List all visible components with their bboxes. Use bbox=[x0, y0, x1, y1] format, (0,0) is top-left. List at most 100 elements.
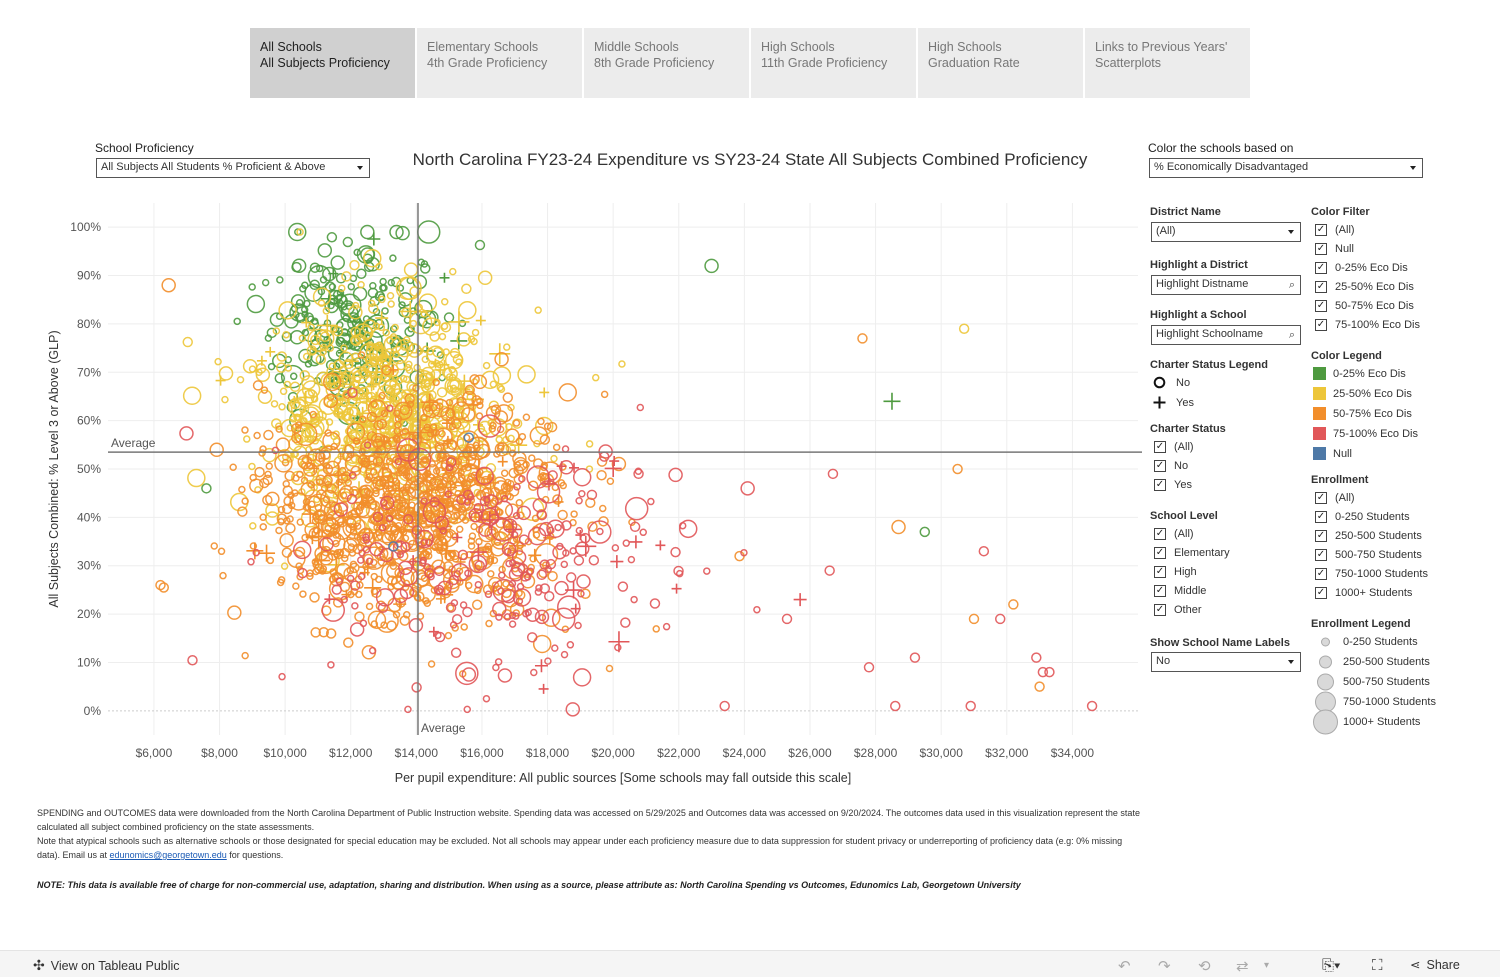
checkbox-item[interactable]: ✓ (All) bbox=[1154, 441, 1194, 453]
school-point[interactable] bbox=[461, 283, 472, 295]
school-point[interactable] bbox=[413, 501, 428, 517]
school-point[interactable] bbox=[480, 370, 500, 390]
school-point[interactable] bbox=[572, 668, 592, 687]
school-point[interactable] bbox=[418, 293, 438, 312]
school-point[interactable] bbox=[575, 535, 597, 557]
school-point[interactable] bbox=[377, 602, 389, 614]
school-point[interactable] bbox=[349, 528, 358, 536]
school-point[interactable] bbox=[542, 608, 561, 628]
school-point[interactable] bbox=[512, 612, 520, 620]
school-point[interactable] bbox=[704, 258, 719, 274]
school-point[interactable] bbox=[309, 262, 321, 273]
school-point[interactable] bbox=[1031, 652, 1042, 663]
school-point[interactable] bbox=[473, 564, 481, 573]
checkbox-item[interactable]: ✓ 250-500 Students bbox=[1315, 530, 1422, 542]
school-point[interactable] bbox=[430, 429, 438, 437]
school-point[interactable] bbox=[364, 334, 372, 343]
school-point[interactable] bbox=[306, 345, 318, 356]
school-point[interactable] bbox=[550, 454, 558, 463]
school-point[interactable] bbox=[319, 275, 328, 284]
school-point[interactable] bbox=[276, 513, 288, 524]
school-point[interactable] bbox=[401, 427, 410, 436]
school-point[interactable] bbox=[379, 277, 387, 286]
school-point[interactable] bbox=[280, 364, 305, 389]
school-point[interactable] bbox=[415, 529, 434, 549]
district-dropdown[interactable]: (All) bbox=[1151, 222, 1301, 242]
tab-previous-years[interactable]: Links to Previous Years' Scatterplots bbox=[1085, 28, 1250, 98]
school-point[interactable] bbox=[504, 547, 512, 556]
school-point[interactable] bbox=[781, 613, 793, 625]
school-point[interactable] bbox=[422, 399, 441, 419]
school-point[interactable] bbox=[336, 562, 351, 578]
checkbox-icon[interactable]: ✓ bbox=[1315, 587, 1327, 599]
school-point[interactable] bbox=[307, 481, 316, 489]
school-point[interactable] bbox=[436, 387, 448, 398]
school-point[interactable] bbox=[517, 563, 529, 574]
school-point[interactable] bbox=[341, 271, 352, 282]
school-point[interactable] bbox=[530, 668, 538, 677]
school-point[interactable] bbox=[370, 400, 378, 408]
scatter-chart[interactable]: $6,000 $8,000 $10,000 $12,000 $14,000 $16,000… bbox=[0, 195, 1145, 795]
school-point[interactable] bbox=[740, 548, 748, 557]
school-point[interactable] bbox=[387, 278, 396, 287]
school-point[interactable] bbox=[365, 602, 374, 611]
school-point[interactable] bbox=[287, 491, 295, 499]
school-point[interactable] bbox=[492, 601, 507, 617]
school-point[interactable] bbox=[343, 413, 352, 421]
school-point[interactable] bbox=[551, 607, 576, 631]
school-point[interactable] bbox=[292, 540, 312, 560]
school-point[interactable] bbox=[366, 381, 377, 392]
school-point[interactable] bbox=[670, 546, 681, 558]
school-point[interactable] bbox=[445, 398, 454, 407]
school-point[interactable] bbox=[348, 406, 360, 417]
undo-icon[interactable]: ↶ bbox=[1118, 958, 1131, 975]
school-point[interactable] bbox=[360, 459, 369, 468]
school-point[interactable] bbox=[346, 574, 355, 583]
school-point[interactable] bbox=[278, 672, 286, 681]
school-point[interactable] bbox=[662, 622, 671, 631]
school-point[interactable] bbox=[378, 295, 386, 304]
school-point[interactable] bbox=[622, 539, 630, 547]
school-point[interactable] bbox=[325, 516, 337, 527]
school-point[interactable] bbox=[588, 554, 600, 566]
school-point[interactable] bbox=[286, 515, 294, 523]
school-point[interactable] bbox=[608, 631, 630, 653]
school-point[interactable] bbox=[453, 512, 461, 520]
school-point[interactable] bbox=[373, 546, 389, 562]
school-point[interactable] bbox=[556, 595, 581, 619]
school-point[interactable] bbox=[395, 225, 410, 241]
checkbox-icon[interactable]: ✓ bbox=[1315, 492, 1327, 504]
school-point[interactable] bbox=[292, 582, 300, 590]
school-point[interactable] bbox=[432, 467, 441, 475]
school-point[interactable] bbox=[501, 541, 517, 557]
school-point[interactable] bbox=[481, 511, 499, 529]
school-point[interactable] bbox=[502, 518, 518, 534]
school-point[interactable] bbox=[519, 571, 531, 582]
school-point[interactable] bbox=[511, 550, 527, 565]
school-point[interactable] bbox=[182, 336, 193, 348]
school-point[interactable] bbox=[388, 541, 399, 552]
school-point[interactable] bbox=[572, 468, 592, 487]
checkbox-item[interactable]: ✓ Elementary bbox=[1154, 547, 1230, 559]
school-point[interactable] bbox=[423, 469, 432, 477]
school-point[interactable] bbox=[353, 494, 377, 519]
school-point[interactable] bbox=[538, 683, 549, 694]
school-point[interactable] bbox=[575, 526, 584, 535]
school-point[interactable] bbox=[455, 525, 464, 534]
school-point[interactable] bbox=[283, 380, 292, 389]
tab-high-graduation[interactable]: High Schools Graduation Rate bbox=[918, 28, 1083, 98]
school-point[interactable] bbox=[322, 431, 341, 451]
school-point[interactable] bbox=[575, 497, 583, 505]
school-point[interactable] bbox=[424, 509, 435, 521]
school-point[interactable] bbox=[349, 259, 360, 271]
school-point[interactable] bbox=[378, 391, 386, 400]
school-point[interactable] bbox=[343, 637, 354, 648]
school-point[interactable] bbox=[387, 472, 398, 484]
school-point[interactable] bbox=[504, 503, 520, 518]
school-point[interactable] bbox=[327, 661, 335, 669]
school-point[interactable] bbox=[445, 602, 457, 613]
school-point[interactable] bbox=[247, 558, 255, 566]
checkbox-item[interactable]: ✓ 50-75% Eco Dis bbox=[1315, 300, 1414, 312]
school-point[interactable] bbox=[248, 462, 256, 471]
school-point[interactable] bbox=[233, 317, 241, 326]
